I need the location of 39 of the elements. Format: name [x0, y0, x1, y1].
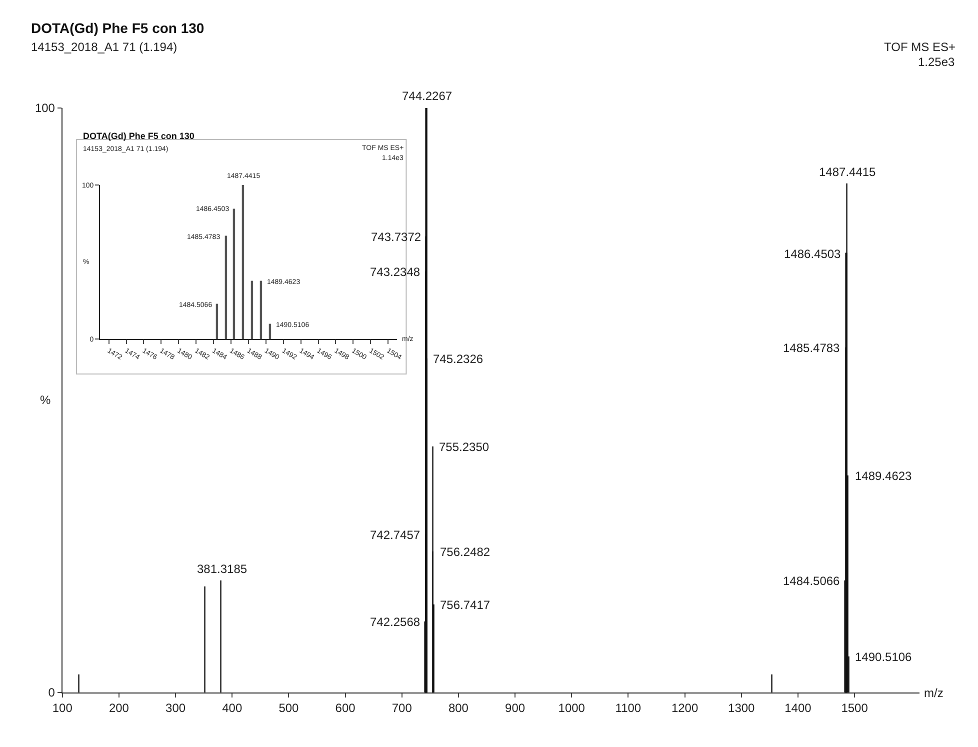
x-tick-label: 700: [392, 700, 412, 715]
x-tick-label: 300: [166, 700, 186, 715]
x-tick-label: 1200: [671, 700, 698, 715]
x-tick-label: 200: [108, 700, 130, 715]
x-tick-label: 400: [222, 700, 242, 715]
x-tick-label: 800: [448, 700, 469, 715]
x-tick-label: 900: [505, 700, 526, 715]
x-axis-title: m/z: [924, 686, 944, 700]
annotation: 1490.5106: [855, 650, 912, 664]
annotation: 743.7372: [371, 230, 422, 244]
x-tick-label: 1000: [558, 700, 586, 715]
annotation: 744.2267: [402, 89, 452, 103]
annotation: 1486.4503: [784, 247, 842, 261]
annotation: 743.2348: [370, 265, 420, 279]
annotation: 1489.4623: [855, 469, 912, 483]
annotation: 756.2482: [440, 545, 490, 559]
text: TOF MS ES+: [884, 40, 956, 54]
annotation: 742.2568: [370, 615, 420, 629]
x-tick-label: 100: [52, 700, 73, 715]
chart-title: DOTA(Gd) Phe F5 con 130: [83, 131, 194, 141]
annotation: 755.2350: [439, 440, 490, 454]
annotation: 1484.5066: [783, 574, 840, 588]
annotation: 742.7457: [370, 528, 420, 542]
x-tick-label: 1300: [728, 700, 756, 715]
x-tick-label: 1500: [841, 700, 868, 715]
x-tick-label: 1400: [784, 700, 812, 715]
chart-subtitle: 14153_2018_A1 71 (1.194): [31, 40, 178, 54]
x-tick-label: 500: [278, 700, 300, 715]
y-axis-title: %: [40, 393, 51, 407]
annotation: 1485.4783: [783, 341, 840, 355]
x-tick-label: 600: [335, 700, 356, 715]
text: 1.25e3: [918, 55, 956, 69]
y-tick-label: 0: [48, 686, 56, 700]
annotation: 1487.4415: [819, 165, 876, 179]
annotation: 745.2326: [433, 352, 484, 366]
chart-title: DOTA(Gd) Phe F5 con 130: [31, 20, 204, 36]
x-tick-label: 1100: [615, 700, 642, 715]
annotation: 381.3185: [197, 562, 248, 576]
annotation: 756.7417: [440, 598, 490, 612]
